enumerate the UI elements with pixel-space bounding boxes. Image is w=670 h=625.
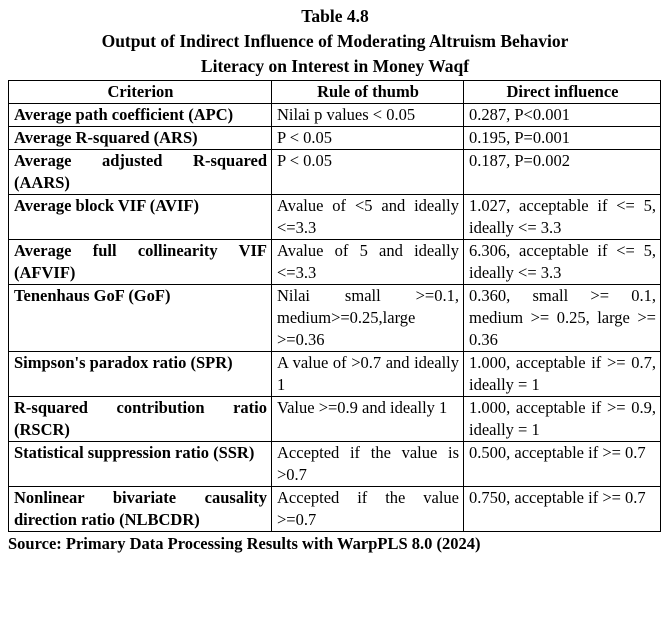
table-row: Simpson's paradox ratio (SPR) A value of… xyxy=(8,351,661,397)
influence-cell: 1.027, acceptable if <= 5, ideally <= 3.… xyxy=(463,194,661,240)
table-row: Average R-squared (ARS) P < 0.05 0.195, … xyxy=(8,126,661,150)
rule-cell: P < 0.05 xyxy=(271,149,464,195)
criterion-cell: R-squared contribution ratio (RSCR) xyxy=(8,396,272,442)
criterion-cell: Nonlinear bivariate causality direction … xyxy=(8,486,272,532)
criterion-cell: Simpson's paradox ratio (SPR) xyxy=(8,351,272,397)
influence-cell: 0.500, acceptable if >= 0.7 xyxy=(463,441,661,487)
criterion-cell: Average adjusted R-squared (AARS) xyxy=(8,149,272,195)
table-row: Average full collinearity VIF (AFVIF) Av… xyxy=(8,239,661,285)
influence-cell: 1.000, acceptable if >= 0.9, ideally = 1 xyxy=(463,396,661,442)
criterion-cell: Average path coefficient (APC) xyxy=(8,103,272,127)
table-row: Average block VIF (AVIF) Avalue of <5 an… xyxy=(8,194,661,240)
table-caption: Table 4.8 Output of Indirect Influence o… xyxy=(8,4,662,79)
table-row: Tenenhaus GoF (GoF) Nilai small >=0.1, m… xyxy=(8,284,661,352)
source-note: Source: Primary Data Processing Results … xyxy=(8,534,481,553)
table-header-row: Criterion Rule of thumb Direct influence xyxy=(8,80,661,104)
results-table: Criterion Rule of thumb Direct influence… xyxy=(8,80,661,532)
criterion-cell: Average block VIF (AVIF) xyxy=(8,194,272,240)
table-number: Table 4.8 xyxy=(301,6,369,26)
table-row: Average path coefficient (APC) Nilai p v… xyxy=(8,103,661,127)
influence-cell: 0.187, P=0.002 xyxy=(463,149,661,195)
influence-cell: 1.000, acceptable if >= 0.7, ideally = 1 xyxy=(463,351,661,397)
header-criterion: Criterion xyxy=(8,80,272,104)
table-row: Average adjusted R-squared (AARS) P < 0.… xyxy=(8,149,661,195)
rule-cell: Avalue of 5 and ideally <=3.3 xyxy=(271,239,464,285)
table-title-line-2: Literacy on Interest in Money Waqf xyxy=(200,56,470,76)
criterion-cell: Average R-squared (ARS) xyxy=(8,126,272,150)
rule-cell: Accepted if the value >=0.7 xyxy=(271,486,464,532)
table-title-line-1: Output of Indirect Influence of Moderati… xyxy=(101,31,569,51)
rule-cell: Value >=0.9 and ideally 1 xyxy=(271,396,464,442)
rule-cell: P < 0.05 xyxy=(271,126,464,150)
influence-cell: 0.360, small >= 0.1, medium >= 0.25, lar… xyxy=(463,284,661,352)
influence-cell: 0.750, acceptable if >= 0.7 xyxy=(463,486,661,532)
table-row: R-squared contribution ratio (RSCR) Valu… xyxy=(8,396,661,442)
criterion-cell: Statistical suppression ratio (SSR) xyxy=(8,441,272,487)
rule-cell: Nilai small >=0.1, medium>=0.25,large >=… xyxy=(271,284,464,352)
rule-cell: Nilai p values < 0.05 xyxy=(271,103,464,127)
header-direct-influence: Direct influence xyxy=(463,80,661,104)
influence-cell: 0.287, P<0.001 xyxy=(463,103,661,127)
influence-cell: 0.195, P=0.001 xyxy=(463,126,661,150)
criterion-cell: Tenenhaus GoF (GoF) xyxy=(8,284,272,352)
criterion-cell: Average full collinearity VIF (AFVIF) xyxy=(8,239,272,285)
rule-cell: Avalue of <5 and ideally <=3.3 xyxy=(271,194,464,240)
table-row: Nonlinear bivariate causality direction … xyxy=(8,486,661,532)
table-row: Statistical suppression ratio (SSR) Acce… xyxy=(8,441,661,487)
rule-cell: Accepted if the value is >0.7 xyxy=(271,441,464,487)
influence-cell: 6.306, acceptable if <= 5, ideally <= 3.… xyxy=(463,239,661,285)
header-rule-of-thumb: Rule of thumb xyxy=(271,80,464,104)
rule-cell: A value of >0.7 and ideally 1 xyxy=(271,351,464,397)
